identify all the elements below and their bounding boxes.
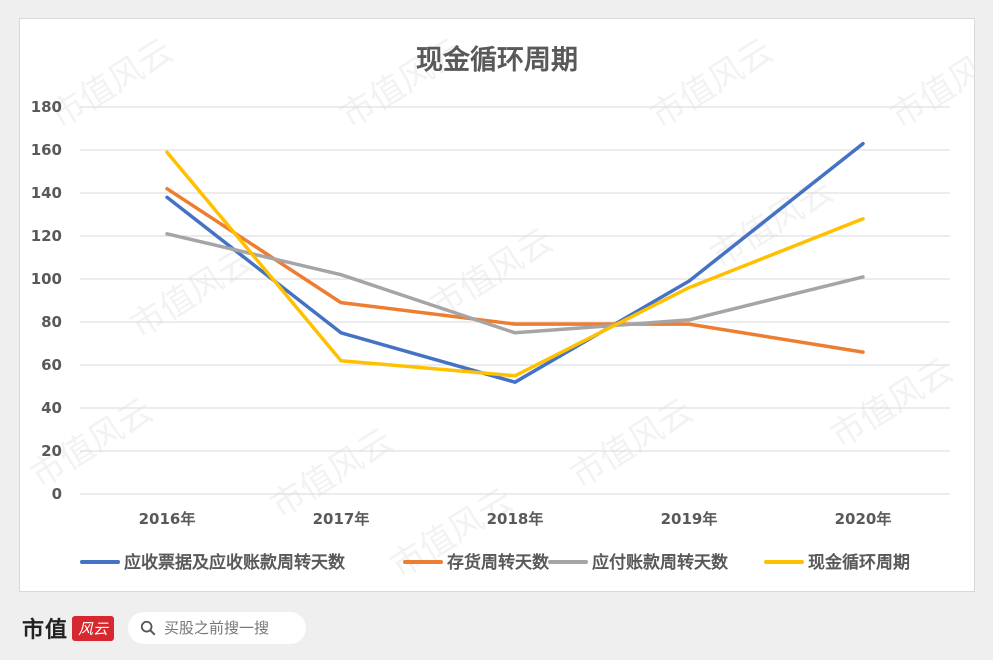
watermark-text: 市值风云 xyxy=(564,391,701,497)
legend-label-2: 存货周转天数 xyxy=(447,552,550,573)
y-tick-label: 80 xyxy=(41,313,62,331)
watermark-text: 市值风云 xyxy=(124,241,261,347)
y-tick-label: 160 xyxy=(31,141,62,159)
y-tick-label: 0 xyxy=(52,485,62,503)
watermark-text: 市值风云 xyxy=(704,171,841,277)
logo-text: 市值 xyxy=(22,617,69,643)
series-line-2 xyxy=(165,186,865,354)
logo-badge: 风云 xyxy=(72,615,115,641)
watermark-text: 市值风云 xyxy=(44,31,181,137)
x-tick-label: 2020年 xyxy=(835,510,892,528)
footer-bar: 市值 风云 xyxy=(0,596,993,660)
brand-logo[interactable]: 市值 风云 xyxy=(22,612,115,644)
series-lines xyxy=(165,141,865,384)
watermark-text: 市值风云 xyxy=(884,31,974,137)
watermark-text: 市值风云 xyxy=(824,351,961,457)
watermark-text: 市值风云 xyxy=(644,31,781,137)
x-tick-label: 2019年 xyxy=(661,510,718,528)
y-tick-label: 60 xyxy=(41,356,62,374)
y-axis: 0 20 40 60 80 100 120 140 160 180 xyxy=(31,98,62,503)
y-tick-label: 120 xyxy=(31,227,62,245)
x-tick-label: 2017年 xyxy=(313,510,370,528)
legend-label-4: 现金循环周期 xyxy=(808,552,910,573)
legend-label-1: 应收票据及应收账款周转天数 xyxy=(124,552,346,573)
search-box[interactable] xyxy=(128,612,306,644)
x-axis: 2016年 2017年 2018年 2019年 2020年 xyxy=(139,510,892,528)
x-tick-label: 2016年 xyxy=(139,510,196,528)
series-line-3 xyxy=(165,232,865,335)
legend-label-3: 应付账款周转天数 xyxy=(592,552,729,573)
y-tick-label: 140 xyxy=(31,184,62,202)
y-tick-label: 180 xyxy=(31,98,62,116)
y-tick-label: 100 xyxy=(31,270,62,288)
legend: 应收票据及应收账款周转天数 存货周转天数 应付账款周转天数 现金循环周期 xyxy=(80,552,910,573)
y-tick-label: 40 xyxy=(41,399,62,417)
search-input[interactable] xyxy=(162,618,306,638)
series-line-4 xyxy=(165,150,865,378)
x-tick-label: 2018年 xyxy=(487,510,544,528)
y-tick-label: 20 xyxy=(41,442,62,460)
gridlines xyxy=(80,106,950,495)
chart-card: 市值风云 市值风云 市值风云 市值风云 市值风云 市值风云 市值风云 市值风云 市值风云 市值风云… xyxy=(19,18,975,592)
series-line-1 xyxy=(165,141,865,384)
chart-title: 现金循环周期 xyxy=(416,44,578,76)
magnifier-icon xyxy=(140,620,156,636)
